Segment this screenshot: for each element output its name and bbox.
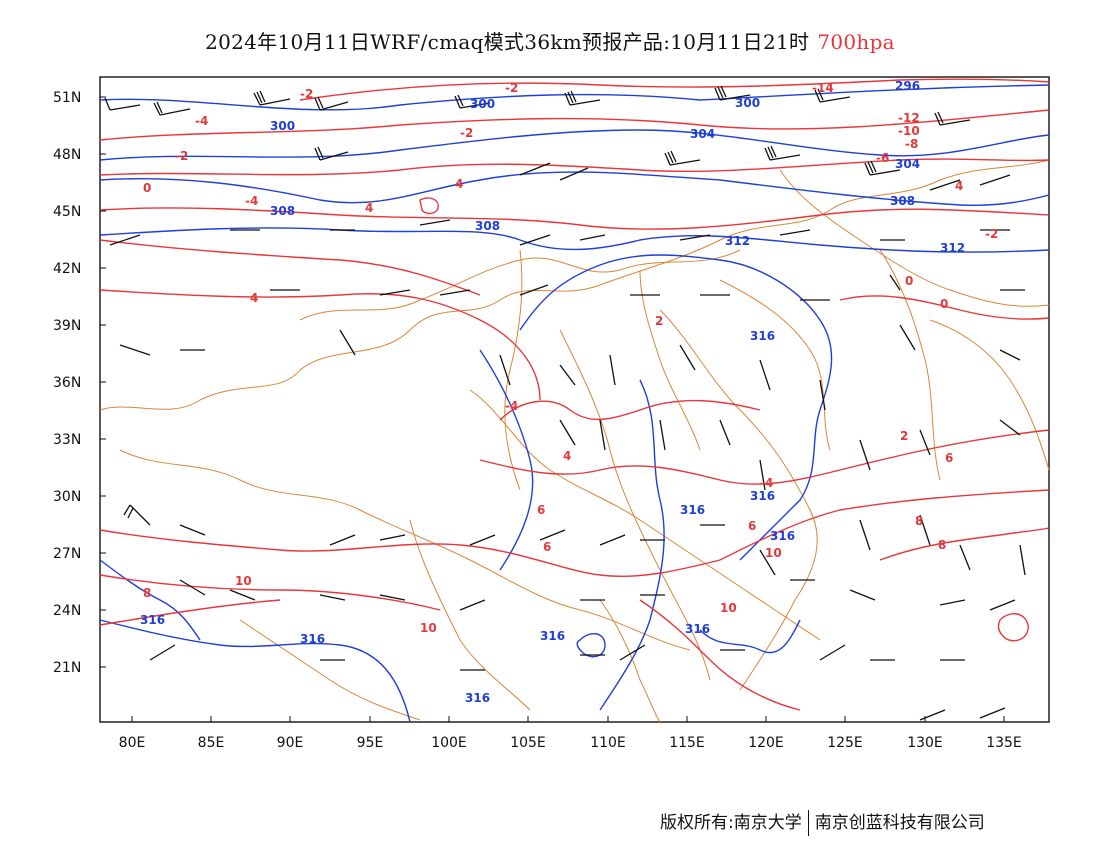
height-label: 316 [685,622,710,636]
temperature-label: 4 [955,179,963,193]
temperature-label: 4 [455,177,463,191]
copyright-owner: 版权所有:南京大学 [660,813,802,833]
temperature-label: 4 [250,291,258,305]
height-label: 316 [770,529,795,543]
temperature-label: -2 [505,81,518,95]
temperature-label: 6 [537,503,545,517]
lon-label: 100E [431,735,467,751]
height-label: 300 [470,97,495,111]
lat-label: 21N [53,660,81,676]
height-label: 308 [475,219,500,233]
temperature-label: -14 [812,81,834,95]
copyright-footer: 版权所有:南京大学 南京创蓝科技有限公司 [660,808,985,836]
temperature-label: 6 [748,519,756,533]
title-main: 2024年10月11日WRF/cmaq模式36km预报产品:10月11日21时 [205,30,810,54]
copyright-company: 南京创蓝科技有限公司 [814,813,985,833]
lat-label: 36N [53,375,81,391]
temperature-label: 4 [563,449,571,463]
lat-label: 30N [53,489,81,505]
temperature-label: -4 [195,114,208,128]
lon-label: 110E [590,735,626,751]
temperature-label: 10 [765,546,782,560]
height-label: 312 [940,241,965,255]
height-label: 316 [465,691,490,705]
height-label: 316 [540,629,565,643]
lon-label: 120E [748,735,784,751]
temperature-label: 10 [720,601,737,615]
lon-label: 115E [669,735,705,751]
temperature-label: 0 [143,181,151,195]
temperature-label: -2 [460,126,473,140]
lon-label: 135E [986,735,1022,751]
temperature-label: -8 [905,137,918,151]
temperature-label: -10 [898,124,920,138]
temperature-label: 0 [940,297,948,311]
contour-labels: 296 300 300 300 304 304 308 308 308 312 … [140,79,998,705]
wind-barbs [104,85,1026,721]
lon-label: 125E [827,735,863,751]
temperature-label: 8 [915,514,923,528]
height-label: 316 [140,613,165,627]
lon-axis [131,716,1005,722]
temperature-label: 0 [905,274,913,288]
map-frame [99,76,1050,723]
temperature-label: 6 [543,540,551,554]
temperature-contours [99,78,1050,711]
temperature-label: -12 [898,111,920,125]
lat-label: 42N [53,261,81,277]
lon-label: 80E [119,735,146,751]
temperature-label: -2 [300,87,313,101]
footer-divider [807,810,809,836]
temperature-label: -2 [985,227,998,241]
temperature-label: -4 [505,399,518,413]
lon-label: 105E [510,735,546,751]
lon-label: 130E [907,735,943,751]
lat-label: 39N [53,318,81,334]
lat-label: 24N [53,603,81,619]
lat-axis [100,96,106,668]
height-label: 308 [890,194,915,208]
boundaries [99,159,1050,723]
lon-label: 85E [198,735,225,751]
lon-label: 95E [357,735,384,751]
lat-label: 27N [53,546,81,562]
temperature-label: -4 [760,476,773,490]
temperature-label: 10 [420,621,437,635]
lon-labels: 80E 85E 90E 95E 100E 105E 110E 115E 120E… [119,735,1022,751]
lon-label: 90E [277,735,304,751]
height-label: 312 [725,234,750,248]
temperature-label: 6 [945,451,953,465]
temperature-label: 10 [235,574,252,588]
lat-label: 45N [53,204,81,220]
height-contours [99,84,1050,723]
temperature-label: 8 [143,586,151,600]
lat-labels: 51N 48N 45N 42N 39N 36N 33N 30N 27N 24N … [53,90,81,676]
chart-title: 2024年10月11日WRF/cmaq模式36km预报产品:10月11日21时 7… [0,26,1100,55]
temperature-label: -2 [175,149,188,163]
temperature-label: -4 [245,194,258,208]
height-label: 296 [895,79,920,93]
height-label: 304 [895,157,920,171]
title-level: 700hpa [817,30,895,54]
height-label: 316 [750,489,775,503]
height-label: 300 [735,96,760,110]
height-label: 308 [270,204,295,218]
temperature-label: 4 [365,201,373,215]
temperature-label: 2 [655,314,663,328]
temperature-label: 2 [900,429,908,443]
lat-label: 51N [53,90,81,106]
height-label: 300 [270,119,295,133]
lat-label: 33N [53,432,81,448]
height-label: 316 [680,503,705,517]
temperature-label: -6 [876,151,889,165]
height-label: 304 [690,127,715,141]
height-label: 316 [750,329,775,343]
temperature-label: 8 [938,538,946,552]
height-label: 316 [300,632,325,646]
lat-label: 48N [53,147,81,163]
